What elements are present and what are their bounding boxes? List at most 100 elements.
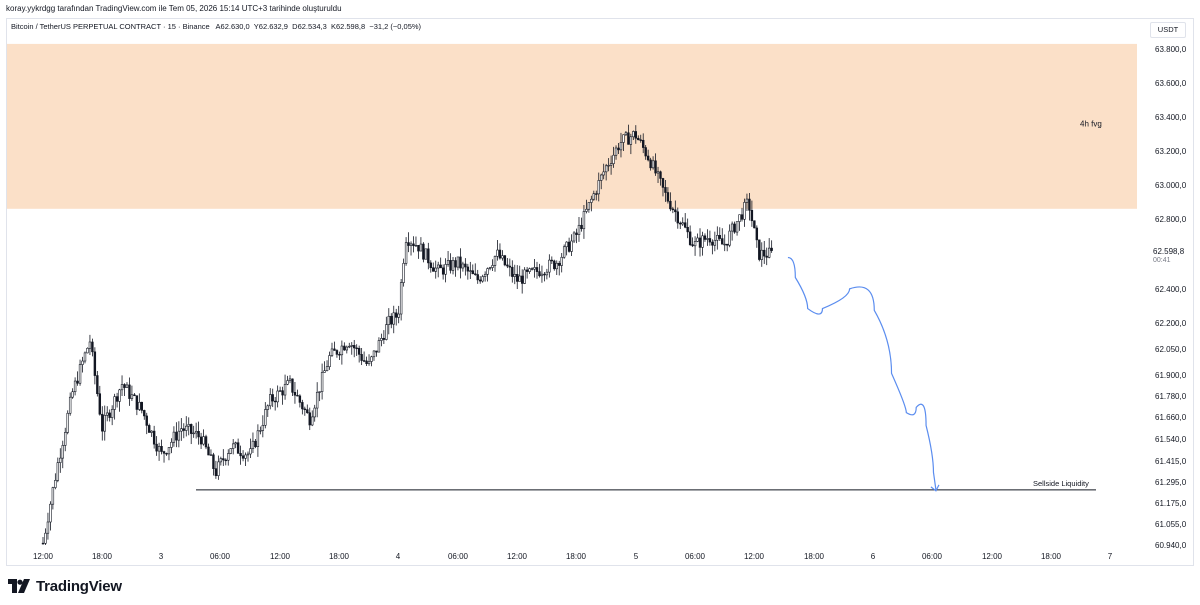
candle-down [199, 436, 203, 445]
candle-up [209, 454, 213, 456]
candle-down [676, 211, 679, 224]
candle-up [397, 313, 400, 318]
last-price-badge: 62.598,8 00:41 [1153, 247, 1184, 265]
candle-down [654, 160, 657, 174]
candle-up [244, 454, 247, 459]
candle-down [91, 341, 94, 353]
candle-down [165, 453, 168, 455]
candle-up [592, 193, 596, 200]
candle-down [688, 231, 692, 245]
candle-up [597, 180, 600, 195]
candle-down [204, 436, 208, 448]
candle-down [698, 237, 702, 248]
candle-up [231, 443, 235, 449]
currency-button[interactable]: USDT [1150, 22, 1186, 38]
candle-down [343, 345, 346, 351]
candle-up [587, 202, 591, 210]
symbol-legend[interactable]: Bitcoin / TetherUS PERPETUAL CONTRACT · … [11, 22, 421, 31]
candle-down [503, 255, 507, 266]
candle-up [106, 412, 109, 416]
candle-down [133, 394, 136, 396]
candle-down [362, 360, 366, 362]
candle-down [661, 178, 665, 188]
candle-up [469, 270, 472, 272]
candle-down [145, 415, 148, 426]
candle-up [545, 271, 549, 276]
chart-credit-bar: koray.yykrdgg tarafından TradingView.com… [0, 0, 1200, 18]
candle-down [296, 394, 299, 397]
time-axis-label: 18:00 [1041, 552, 1062, 561]
candle-down [637, 137, 640, 141]
candle-down [580, 224, 583, 230]
candle-up [194, 430, 198, 434]
candle-down [214, 468, 218, 477]
tradingview-logo[interactable]: TradingView [8, 576, 122, 596]
candle-up [612, 154, 615, 164]
candle-down [703, 235, 707, 240]
candle-up [288, 378, 292, 381]
candle-up [110, 409, 114, 418]
candle-down [128, 384, 131, 399]
legend-high: Y62.632,9 [253, 22, 288, 31]
candle-up [402, 262, 405, 283]
candle-up [767, 247, 771, 258]
candle-up [318, 391, 321, 393]
candle-down [686, 226, 689, 233]
time-axis-label: 06:00 [922, 552, 943, 561]
candle-down [454, 260, 457, 268]
fvg-zone[interactable] [7, 43, 1137, 209]
candle-down [543, 273, 546, 276]
candle-up [372, 350, 376, 358]
candle-up [83, 352, 87, 362]
price-axis-label: 61.900,0 [1155, 371, 1187, 380]
candle-up [409, 243, 413, 246]
candle-up [340, 345, 344, 356]
chart-frame[interactable] [6, 18, 1194, 566]
time-axis[interactable]: 12:00 18:00 3 06:00 12:00 18:00 4 06:00 12:00 18:… [33, 552, 1113, 561]
candle-up [444, 264, 447, 275]
candle-down [439, 264, 442, 269]
price-axis-label: 60.940,0 [1155, 541, 1187, 550]
candle-up [49, 503, 52, 523]
chart-credit-text: koray.yykrdgg tarafından TradingView.com… [6, 4, 342, 13]
candle-down [471, 270, 474, 275]
candle-up [370, 356, 373, 362]
candle-down [525, 269, 529, 272]
candle-down [627, 132, 630, 145]
candle-up [728, 230, 731, 246]
price-axis-label: 61.660,0 [1155, 413, 1187, 422]
time-axis-label: 06:00 [448, 552, 469, 561]
candle-up [348, 345, 351, 348]
projection-path[interactable] [787, 256, 937, 490]
candle-up [266, 405, 269, 410]
time-axis-label: 06:00 [210, 552, 231, 561]
candle-down [538, 271, 541, 277]
candle-down [224, 459, 227, 462]
candle-down [422, 243, 425, 260]
price-axis-label: 61.540,0 [1155, 435, 1187, 444]
candle-down [222, 458, 225, 461]
price-axis-label: 63.400,0 [1155, 113, 1187, 122]
candle-down [558, 262, 561, 266]
candle-down [96, 375, 99, 395]
candle-up [256, 430, 260, 448]
candle-up [150, 430, 153, 433]
candle-down [241, 455, 245, 459]
candle-down [375, 350, 378, 353]
candle-up [533, 267, 536, 270]
candle-down [464, 263, 467, 268]
candle-down [148, 425, 151, 433]
candle-down [740, 214, 744, 220]
price-axis-label: 61.415,0 [1155, 457, 1187, 466]
candle-up [51, 487, 55, 505]
candle-up [738, 214, 741, 222]
candle-down [711, 241, 714, 246]
candle-up [246, 453, 250, 456]
candle-down [755, 227, 759, 241]
price-axis[interactable]: 63.800,0 63.600,0 63.400,0 63.200,0 63.000,0… [1155, 45, 1187, 550]
candle-up [493, 256, 497, 266]
candle-down [530, 268, 534, 270]
candle-up [528, 268, 531, 272]
candle-up [760, 249, 763, 260]
